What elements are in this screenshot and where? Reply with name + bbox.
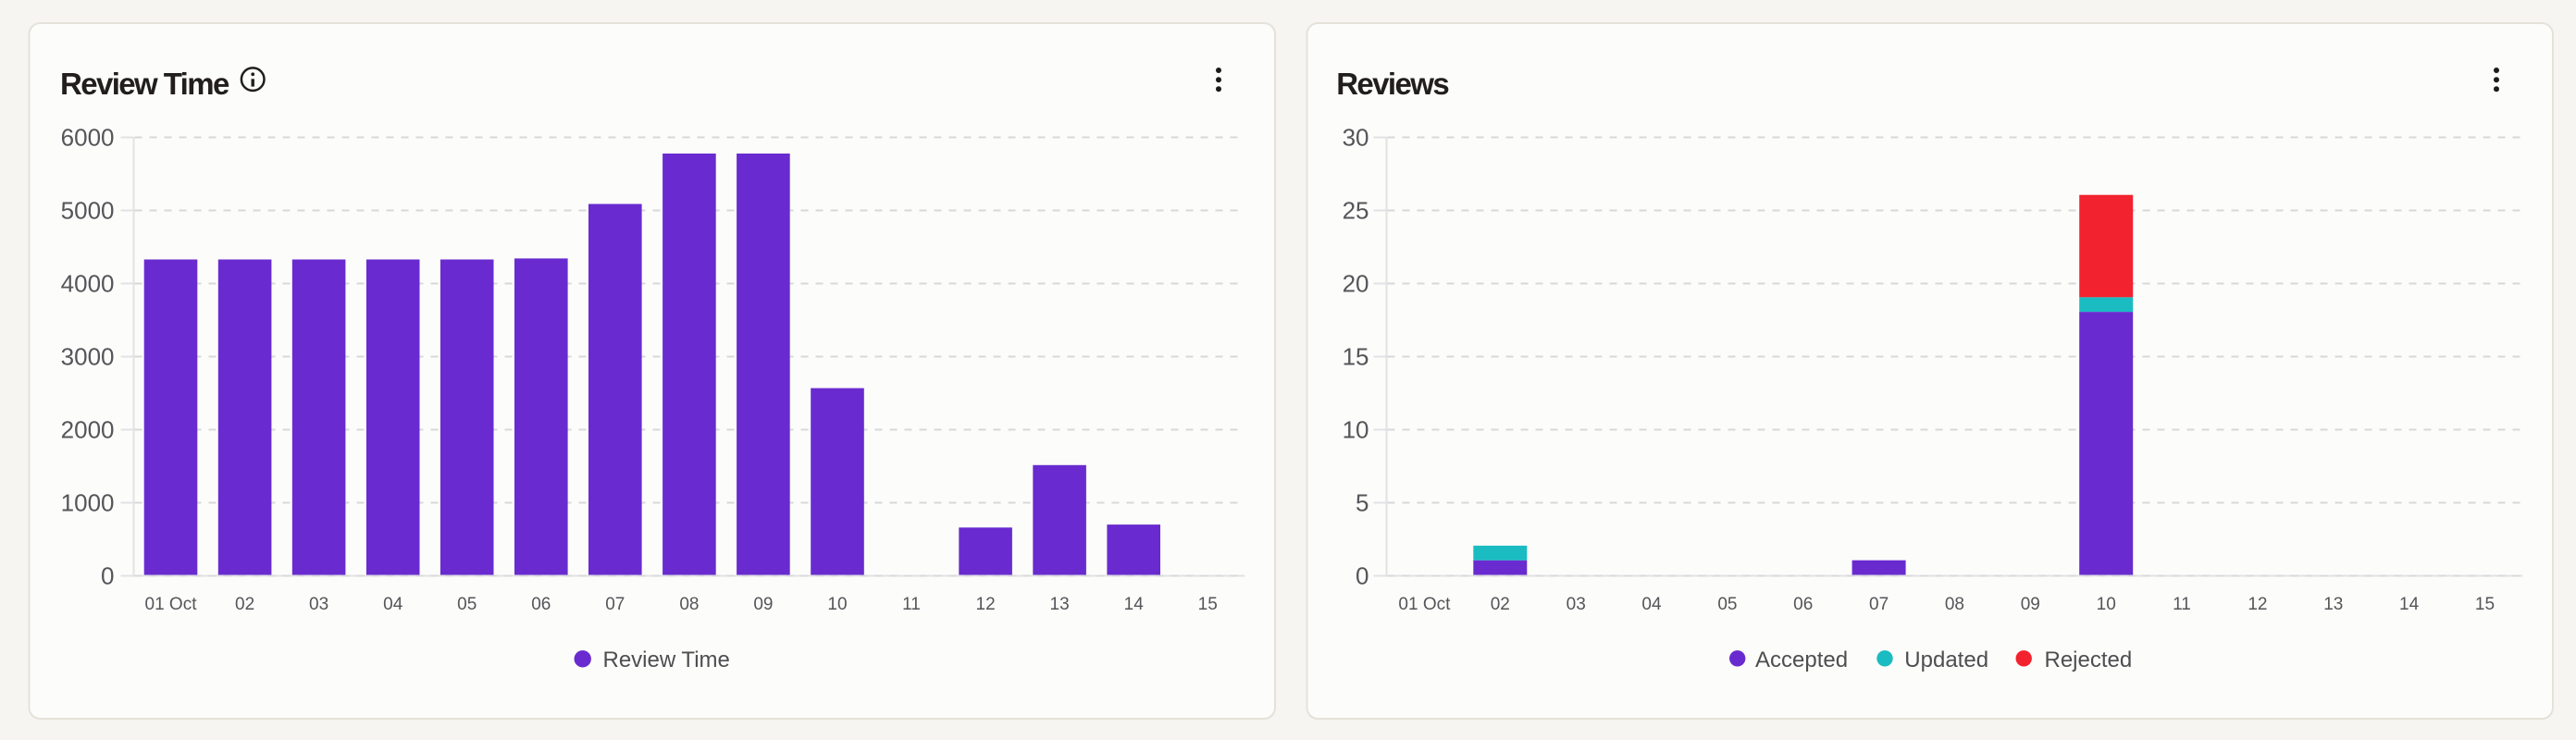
svg-text:15: 15 (2475, 595, 2495, 614)
svg-text:Updated: Updated (1904, 648, 1988, 672)
svg-text:05: 05 (1717, 595, 1737, 614)
svg-text:11: 11 (2173, 595, 2191, 614)
svg-text:10: 10 (1343, 416, 1369, 444)
svg-text:15: 15 (1343, 343, 1369, 371)
svg-text:5: 5 (1356, 489, 1368, 517)
svg-text:09: 09 (753, 595, 773, 614)
svg-text:09: 09 (2021, 595, 2040, 614)
svg-text:08: 08 (1945, 595, 1964, 614)
svg-text:15: 15 (1198, 595, 1218, 614)
svg-text:0: 0 (101, 562, 114, 590)
svg-text:07: 07 (1869, 595, 1889, 614)
svg-text:Review Time: Review Time (60, 67, 229, 101)
svg-text:4000: 4000 (61, 270, 115, 298)
svg-text:13: 13 (2323, 595, 2343, 614)
svg-text:12: 12 (2248, 595, 2267, 614)
svg-text:13: 13 (1050, 595, 1070, 614)
svg-text:02: 02 (235, 595, 254, 614)
svg-text:06: 06 (1793, 595, 1813, 614)
svg-text:3000: 3000 (61, 343, 115, 371)
svg-text:6000: 6000 (61, 124, 115, 152)
svg-text:12: 12 (976, 595, 996, 614)
svg-text:14: 14 (1124, 595, 1145, 614)
svg-text:10: 10 (2097, 595, 2116, 614)
svg-text:10: 10 (827, 595, 847, 614)
svg-text:20: 20 (1343, 270, 1369, 298)
svg-text:30: 30 (1343, 124, 1369, 152)
svg-text:25: 25 (1343, 197, 1369, 225)
svg-text:Review Time: Review Time (603, 648, 730, 672)
svg-text:01 Oct: 01 Oct (1398, 595, 1451, 614)
svg-text:14: 14 (2399, 595, 2420, 614)
svg-text:0: 0 (1356, 562, 1368, 590)
svg-text:5000: 5000 (61, 197, 115, 225)
svg-text:03: 03 (309, 595, 328, 614)
svg-text:07: 07 (605, 595, 625, 614)
svg-text:11: 11 (902, 595, 921, 614)
svg-text:05: 05 (457, 595, 477, 614)
svg-text:02: 02 (1491, 595, 1510, 614)
svg-text:03: 03 (1567, 595, 1586, 614)
svg-text:06: 06 (531, 595, 551, 614)
svg-text:08: 08 (679, 595, 699, 614)
svg-text:Reviews: Reviews (1336, 67, 1448, 101)
svg-text:2000: 2000 (61, 416, 115, 444)
svg-text:Rejected: Rejected (2045, 648, 2133, 672)
svg-text:04: 04 (383, 595, 403, 614)
svg-text:04: 04 (1641, 595, 1662, 614)
svg-text:01 Oct: 01 Oct (145, 595, 198, 614)
svg-text:1000: 1000 (61, 489, 115, 517)
svg-text:Accepted: Accepted (1755, 648, 1848, 672)
